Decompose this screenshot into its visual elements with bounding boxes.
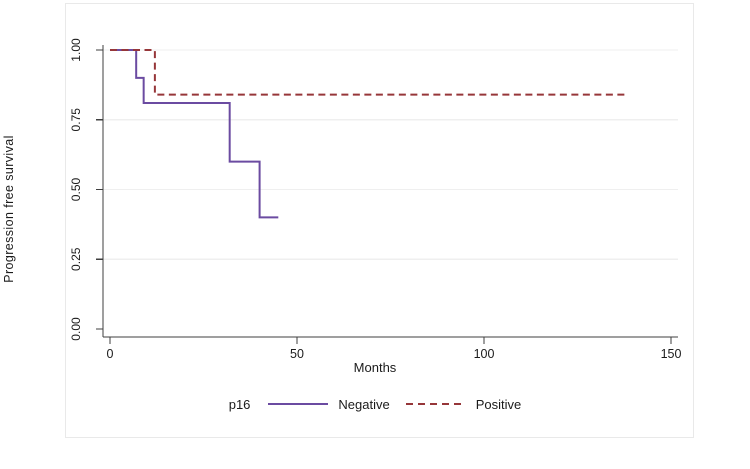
x-tick-label: 50: [290, 347, 304, 361]
y-tick-label: 0.75: [69, 108, 83, 132]
legend-negative-label: Negative: [338, 396, 390, 412]
x-axis-title: Months: [353, 360, 397, 375]
y-tick-label: 0.50: [69, 177, 83, 201]
x-tick-label: 150: [661, 347, 682, 361]
legend-positive-label: Positive: [475, 396, 522, 412]
legend-positive-line-sample: [405, 403, 466, 405]
y-tick-label: 0.00: [69, 317, 83, 341]
legend-group-label: p16: [228, 396, 251, 412]
x-tick-label: 0: [107, 347, 114, 361]
figure-border: [65, 3, 694, 438]
legend: p16 Negative Positive: [0, 394, 750, 414]
x-tick-label: 100: [474, 347, 495, 361]
km-curve-positive: [110, 49, 627, 96]
y-axis-title: Progression free survival: [2, 135, 16, 283]
km-curve-negative: [110, 49, 279, 219]
y-tick-label: 1.00: [69, 38, 83, 62]
legend-negative-line-sample: [268, 403, 329, 405]
y-tick-label: 0.25: [69, 247, 83, 271]
